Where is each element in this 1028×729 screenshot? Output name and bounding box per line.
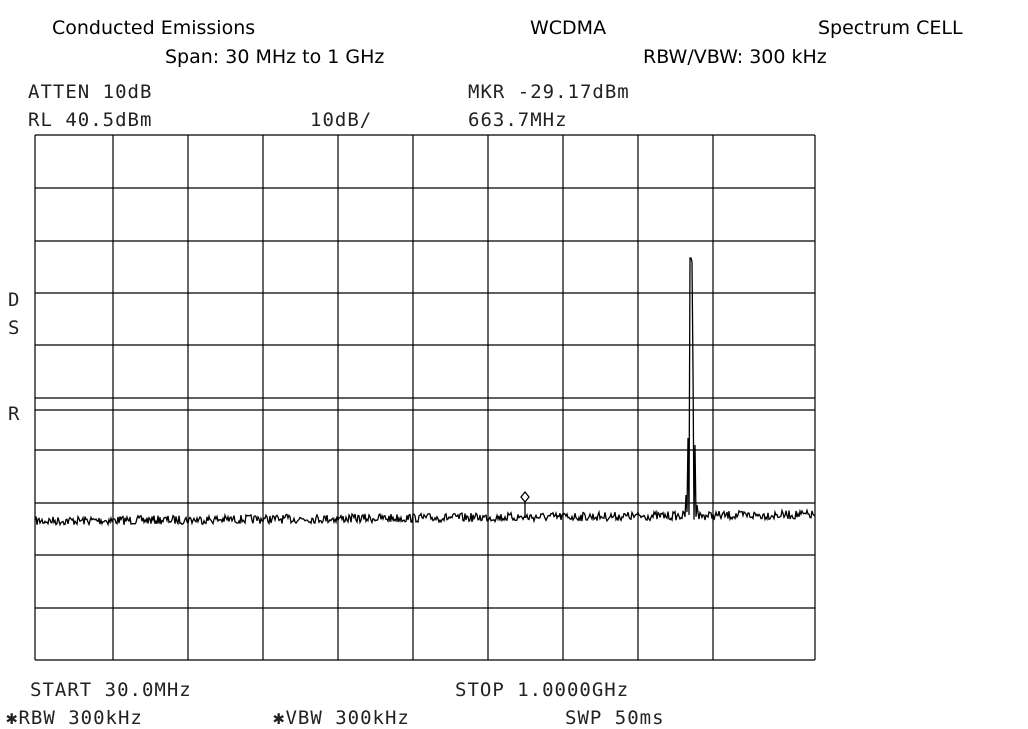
span: Span: 30 MHz to 1 GHz	[165, 46, 384, 68]
start-freq: START 30.0MHz	[30, 679, 192, 701]
stop-freq: STOP 1.0000GHz	[455, 679, 629, 701]
marker-freq: 663.7MHz	[468, 109, 568, 131]
side-label: S	[8, 317, 20, 339]
rbw: ✱RBW 300kHz	[6, 707, 143, 729]
band: Spectrum CELL	[818, 17, 963, 39]
scale: 10dB/	[310, 109, 372, 131]
marker	[520, 490, 530, 518]
title: Conducted Emissions	[52, 17, 255, 39]
side-label: D	[8, 289, 20, 311]
sweep: SWP 50ms	[565, 707, 665, 729]
graticule	[34, 134, 816, 661]
trace	[34, 257, 816, 527]
bandwidth: RBW/VBW: 300 kHz	[643, 46, 827, 68]
side-label: R	[8, 403, 20, 425]
marker-level: MKR -29.17dBm	[468, 81, 630, 103]
ref-level: RL 40.5dBm	[28, 109, 152, 131]
vbw: ✱VBW 300kHz	[273, 707, 410, 729]
technology: WCDMA	[530, 17, 606, 39]
atten: ATTEN 10dB	[28, 81, 152, 103]
